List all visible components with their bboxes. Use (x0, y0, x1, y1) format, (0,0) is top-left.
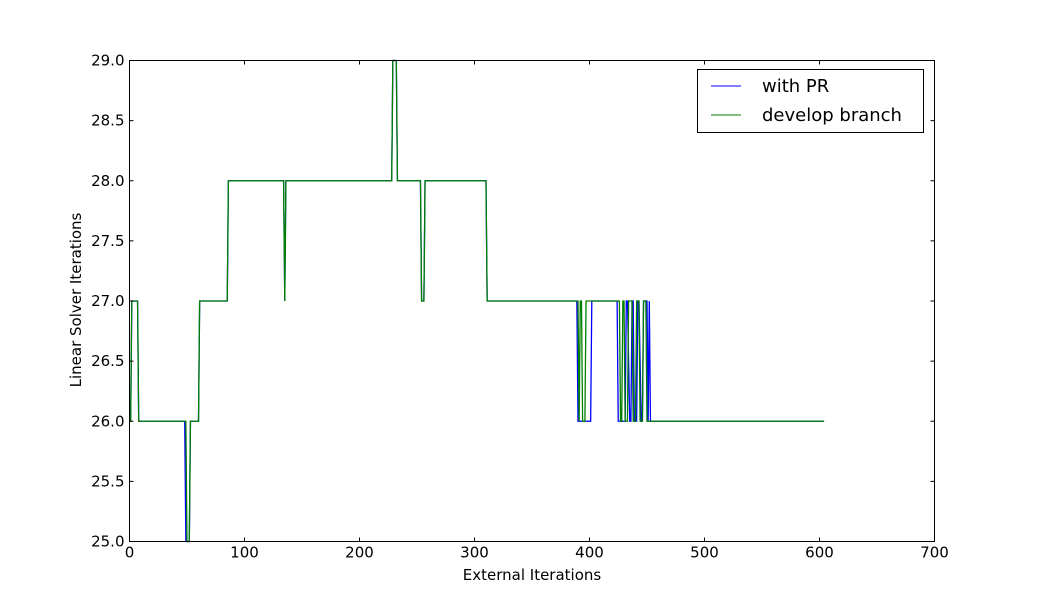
legend: with PR develop branch (697, 69, 924, 133)
y-axis-label: Linear Solver Iterations (67, 212, 85, 387)
y-tick-label: 28.5 (91, 112, 124, 130)
y-tick-label: 25.0 (91, 533, 124, 551)
x-tick-label: 600 (805, 544, 834, 562)
y-tick-label: 27.0 (91, 292, 124, 310)
legend-label-develop-branch: develop branch (762, 105, 902, 126)
x-tick-label: 100 (230, 544, 259, 562)
legend-box (697, 69, 924, 133)
y-tick-label: 26.5 (91, 352, 124, 370)
tick-layer: 0 100 200 300 400 500 600 700 25.0 25.5 26.0 26.5 27… (91, 52, 949, 562)
x-tick-label: 700 (920, 544, 949, 562)
x-tick-label: 400 (575, 544, 604, 562)
y-tick-label: 28.0 (91, 172, 124, 190)
x-tick-label: 300 (460, 544, 489, 562)
legend-label-with-pr: with PR (762, 76, 829, 97)
x-tick-label: 200 (345, 544, 374, 562)
x-axis-label: External Iterations (463, 566, 602, 584)
y-tick-label: 27.5 (91, 232, 124, 250)
y-tick-label: 26.0 (91, 412, 124, 430)
y-tick-label: 29.0 (91, 52, 124, 70)
y-tick-label: 25.5 (91, 472, 124, 490)
x-tick-label: 0 (125, 544, 135, 562)
x-tick-label: 500 (690, 544, 719, 562)
